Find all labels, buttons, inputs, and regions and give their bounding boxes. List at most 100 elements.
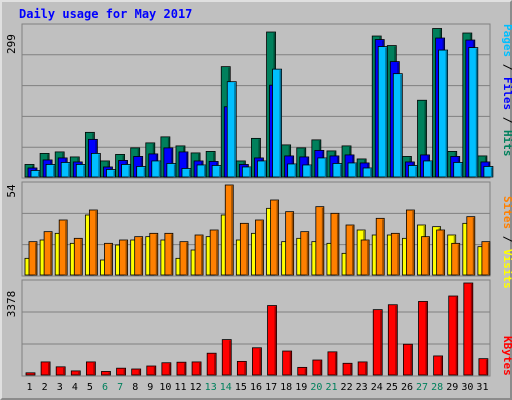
- bar-sites: [421, 236, 430, 276]
- bar-kbytes: [327, 351, 338, 376]
- bar-kbytes: [433, 355, 444, 376]
- day-label: 11: [174, 382, 186, 393]
- bar-sites-shade: [442, 231, 445, 275]
- bar-sites: [255, 219, 264, 276]
- bar-sites: [134, 236, 144, 276]
- bar-sites: [209, 229, 219, 276]
- bar-pages-shade: [430, 161, 433, 177]
- bar-kbytes: [191, 361, 202, 376]
- bar-pages-shade: [234, 82, 236, 177]
- right-label-1: Sites / Visits: [501, 196, 512, 289]
- bar-pages-shade: [158, 161, 161, 177]
- bar-pages: [438, 49, 449, 178]
- bar-kbytes: [267, 305, 277, 376]
- day-label: 7: [117, 382, 123, 393]
- bar-kbytes-shade: [395, 305, 397, 375]
- day-label: 1: [27, 382, 33, 393]
- right-label-2: KBytes: [501, 336, 512, 376]
- bar-sites-shade: [201, 236, 203, 275]
- bar-sites: [179, 241, 189, 276]
- day-label: 30: [461, 382, 473, 393]
- bar-kbytes: [448, 295, 459, 376]
- bar-kbytes: [146, 365, 157, 376]
- legend-entry: Sites: [501, 196, 512, 229]
- bar-kbytes: [418, 301, 428, 376]
- bar-pages-shade: [188, 169, 191, 177]
- bar-pages-shade: [53, 165, 55, 177]
- bar-kbytes-shade: [199, 362, 201, 375]
- day-label: 27: [416, 382, 428, 393]
- bar-kbytes: [282, 350, 293, 376]
- bar-pages: [226, 81, 237, 178]
- bar-sites-shade: [231, 186, 233, 275]
- day-label: 21: [325, 382, 337, 393]
- bar-pages-shade: [113, 170, 115, 177]
- bar-pages-shade: [309, 165, 312, 177]
- bar-kbytes-shade: [440, 356, 443, 375]
- bar-kbytes: [312, 359, 323, 376]
- day-label: 19: [295, 382, 307, 393]
- bar-kbytes-shade: [455, 297, 458, 375]
- day-label: 15: [235, 382, 247, 393]
- bar-kbytes-shade: [78, 371, 80, 375]
- bar-kbytes-shade: [183, 363, 186, 375]
- bar-pages-shade: [445, 51, 448, 178]
- bar-pages-shade: [68, 163, 70, 177]
- bar-sites-shade: [457, 244, 460, 275]
- bar-hits-shade: [424, 101, 427, 177]
- legend-entry: Visits: [501, 249, 512, 289]
- bar-sites: [88, 209, 98, 276]
- bar-sites-shade: [382, 219, 384, 275]
- bar-kbytes: [387, 304, 398, 376]
- bar-kbytes-shade: [33, 373, 35, 375]
- bar-sites: [58, 219, 68, 276]
- legend-entry: Hits: [501, 130, 512, 157]
- bar-pages-shade: [98, 154, 100, 177]
- bar-kbytes: [342, 362, 353, 376]
- legend-entry: /: [501, 229, 512, 249]
- day-label: 8: [132, 382, 138, 393]
- bar-kbytes: [116, 367, 126, 376]
- bar-pages-shade: [279, 70, 282, 177]
- bar-sites-shade: [95, 211, 97, 275]
- day-label: 2: [42, 382, 48, 393]
- bar-pages-shade: [264, 161, 266, 177]
- bar-kbytes-shade: [138, 370, 141, 375]
- bar-sites: [466, 216, 476, 276]
- bar-sites-shade: [472, 217, 475, 275]
- bar-pages-shade: [204, 165, 206, 177]
- bar-kbytes-shade: [214, 354, 216, 375]
- bar-sites: [436, 229, 446, 276]
- bar-kbytes-shade: [244, 362, 246, 375]
- bar-sites: [360, 239, 370, 276]
- bar-kbytes-shade: [289, 352, 292, 375]
- bar-sites: [330, 212, 340, 276]
- day-label: 26: [401, 382, 413, 393]
- day-label: 31: [476, 382, 488, 393]
- bar-sites: [239, 222, 249, 276]
- bar-kbytes: [221, 339, 232, 376]
- day-label: 10: [159, 382, 171, 393]
- bar-pages-shade: [339, 164, 342, 177]
- bar-pages-shade: [38, 171, 40, 177]
- legend-entry: Files: [501, 77, 512, 110]
- day-label: 3: [57, 382, 63, 393]
- day-label: 28: [431, 382, 443, 393]
- bar-kbytes: [297, 366, 308, 376]
- bar-kbytes-shade: [365, 362, 367, 375]
- bar-sites-shade: [246, 224, 248, 275]
- day-label: 6: [102, 382, 108, 393]
- bar-pages-shade: [294, 164, 297, 177]
- bar-sites-shade: [427, 237, 430, 275]
- day-label: 17: [265, 382, 277, 393]
- bar-kbytes-shade: [274, 306, 277, 375]
- bar-kbytes-shade: [425, 302, 428, 375]
- bar-kbytes-shade: [319, 361, 322, 375]
- bar-sites-shade: [185, 242, 188, 275]
- bar-sites: [451, 242, 461, 276]
- bar-kbytes: [357, 361, 368, 376]
- bar-kbytes-shade: [108, 372, 110, 375]
- bar-sites: [375, 217, 385, 276]
- day-label: 18: [280, 382, 292, 393]
- bar-sites: [164, 232, 174, 276]
